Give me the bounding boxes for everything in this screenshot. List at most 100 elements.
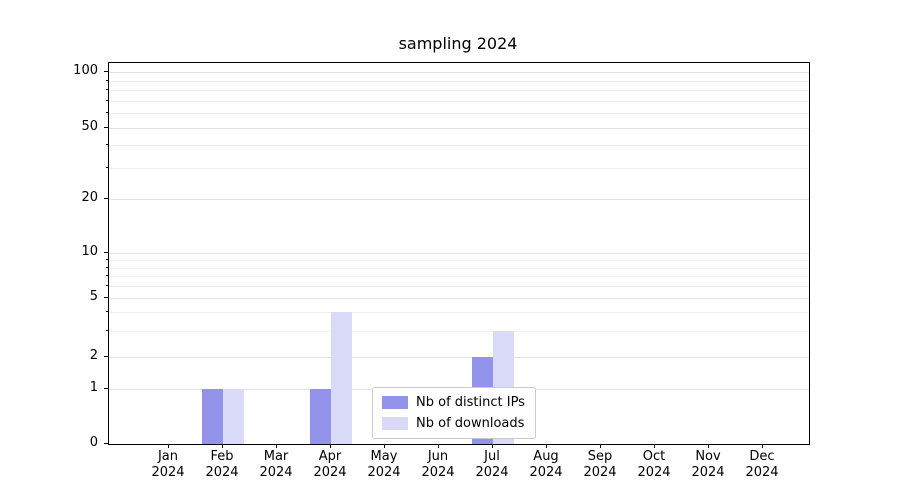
minor-gridline — [109, 267, 809, 269]
y-minor-tick-mark — [106, 266, 108, 268]
major-gridline — [109, 128, 809, 129]
x-tick-year: 2024 — [421, 465, 455, 480]
y-tick-label: 0 — [89, 435, 98, 450]
x-tick-mark — [438, 444, 439, 448]
minor-gridline — [109, 100, 809, 102]
y-minor-tick-mark — [106, 79, 108, 81]
legend-item-downloads: Nb of downloads — [382, 416, 525, 431]
y-minor-tick-mark — [106, 89, 108, 90]
x-tick-label: Sep 2024 — [573, 449, 627, 481]
bar-distinct-ips — [202, 389, 223, 444]
y-minor-tick-mark — [106, 99, 108, 101]
y-tick-mark — [104, 356, 108, 357]
x-tick-year: 2024 — [151, 465, 185, 480]
y-minor-tick-mark — [106, 112, 108, 114]
x-tick-year: 2024 — [637, 465, 671, 480]
x-tick-mark — [600, 444, 601, 448]
y-minor-tick-mark — [106, 311, 108, 313]
y-tick-mark — [104, 443, 108, 444]
major-gridline — [109, 199, 809, 200]
y-minor-tick-mark — [106, 329, 108, 331]
x-tick-mark — [654, 444, 655, 448]
x-tick-year: 2024 — [367, 465, 401, 480]
x-tick-label: Feb 2024 — [195, 449, 249, 481]
minor-gridline — [109, 167, 809, 169]
x-tick-label: Aug 2024 — [519, 449, 573, 481]
x-tick-year: 2024 — [475, 465, 509, 480]
x-tick-mark — [762, 444, 763, 448]
minor-gridline — [109, 286, 809, 288]
x-tick-mark — [492, 444, 493, 448]
x-tick-year: 2024 — [583, 465, 617, 480]
legend: Nb of distinct IPs Nb of downloads — [372, 387, 536, 439]
x-tick-mark — [168, 444, 169, 448]
minor-gridline — [109, 276, 809, 278]
x-tick-month: Aug — [533, 449, 559, 464]
minor-gridline — [109, 259, 809, 261]
minor-gridline — [109, 145, 809, 147]
x-tick-label: May 2024 — [357, 449, 411, 481]
x-tick-month: Oct — [642, 449, 666, 464]
legend-label-downloads: Nb of downloads — [416, 416, 525, 431]
x-tick-label: Mar 2024 — [249, 449, 303, 481]
minor-gridline — [109, 330, 809, 332]
x-tick-year: 2024 — [691, 465, 725, 480]
x-tick-year: 2024 — [529, 465, 563, 480]
x-tick-label: Apr 2024 — [303, 449, 357, 481]
y-tick-label: 20 — [81, 190, 98, 205]
minor-gridline — [109, 90, 809, 91]
y-tick-mark — [104, 198, 108, 199]
x-tick-mark — [546, 444, 547, 448]
x-tick-month: Apr — [318, 449, 342, 464]
y-tick-label: 10 — [81, 244, 98, 259]
y-tick-mark — [104, 71, 108, 72]
x-tick-month: Nov — [695, 449, 721, 464]
legend-label-distinct-ips: Nb of distinct IPs — [416, 395, 525, 410]
x-tick-month: Feb — [210, 449, 234, 464]
bar-downloads — [331, 312, 352, 444]
bar-downloads — [223, 389, 244, 444]
x-tick-year: 2024 — [745, 465, 779, 480]
y-tick-label: 1 — [89, 380, 98, 395]
x-tick-label: Jan 2024 — [141, 449, 195, 481]
x-tick-mark — [222, 444, 223, 448]
bar-distinct-ips — [310, 389, 331, 444]
y-tick-label: 5 — [89, 289, 98, 304]
x-tick-year: 2024 — [259, 465, 293, 480]
y-tick-mark — [104, 252, 108, 253]
y-minor-tick-mark — [106, 166, 108, 168]
y-tick-label: 50 — [81, 119, 98, 134]
y-tick-label: 2 — [89, 348, 98, 363]
x-tick-label: Dec 2024 — [735, 449, 789, 481]
y-minor-tick-mark — [106, 275, 108, 277]
x-tick-year: 2024 — [313, 465, 347, 480]
chart-title: sampling 2024 — [398, 34, 518, 53]
y-minor-tick-mark — [106, 285, 108, 287]
x-tick-year: 2024 — [205, 465, 239, 480]
major-gridline — [109, 72, 809, 73]
x-tick-month: Jun — [427, 449, 449, 464]
x-tick-month: Jan — [157, 449, 179, 464]
plot-area: Nb of distinct IPs Nb of downloads — [108, 62, 810, 445]
y-tick-mark — [104, 297, 108, 298]
x-tick-month: Mar — [263, 449, 289, 464]
major-gridline — [109, 298, 809, 299]
x-tick-mark — [276, 444, 277, 448]
x-tick-month: Jul — [484, 449, 500, 464]
y-minor-tick-mark — [106, 144, 108, 146]
x-tick-mark — [330, 444, 331, 448]
x-tick-label: Nov 2024 — [681, 449, 735, 481]
x-tick-month: Sep — [587, 449, 613, 464]
x-tick-month: Dec — [749, 449, 775, 464]
x-tick-label: Jun 2024 — [411, 449, 465, 481]
x-tick-mark — [708, 444, 709, 448]
legend-swatch-distinct-ips — [382, 396, 408, 409]
x-tick-label: Oct 2024 — [627, 449, 681, 481]
legend-swatch-downloads — [382, 417, 408, 430]
x-tick-month: May — [370, 449, 398, 464]
y-tick-label: 100 — [73, 63, 98, 78]
y-tick-mark — [104, 127, 108, 128]
major-gridline — [109, 357, 809, 358]
x-tick-label: Jul 2024 — [465, 449, 519, 481]
